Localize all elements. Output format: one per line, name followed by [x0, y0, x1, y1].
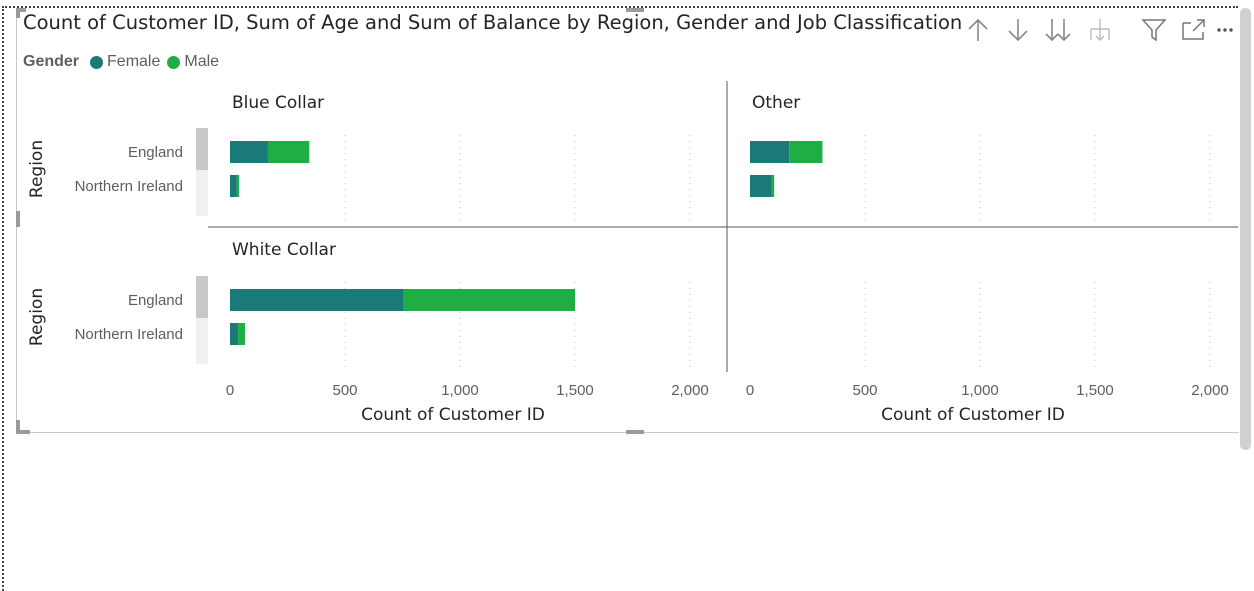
row-scrollbar-track: [196, 170, 208, 216]
bar-other-england-male: [789, 141, 823, 163]
panel-title-blue-collar: Blue Collar: [232, 93, 324, 113]
x-tick-label-500: 500: [852, 382, 877, 399]
x-axis-title: Count of Customer ID: [881, 405, 1065, 425]
y-tick-label-england: England: [128, 292, 183, 309]
chart-title: Count of Customer ID, Sum of Age and Sum…: [23, 11, 961, 34]
bar-white-collar-northern-ireland-male: [238, 323, 245, 345]
bar-white-collar-england-female: [230, 289, 404, 311]
legend-marker-male: [167, 55, 181, 69]
y-axis-title: Region: [27, 140, 47, 198]
outer-frame-top-border: [2, 6, 1238, 8]
bar-other-northern-ireland-male: [771, 175, 775, 197]
resize-handle-bottom-left[interactable]: [16, 430, 30, 434]
x-axis-title: Count of Customer ID: [361, 405, 545, 425]
legend: Gender Female Male: [23, 51, 226, 73]
row-scrollbar-track: [196, 318, 208, 364]
bar-other-northern-ireland-female: [750, 175, 772, 197]
bar-blue-collar-northern-ireland-female: [230, 175, 237, 197]
bar-other-england-female: [750, 141, 790, 163]
y-tick-label-england: England: [128, 144, 183, 161]
x-tick-label-1500: 1,500: [556, 382, 594, 399]
resize-handle-top-left[interactable]: [16, 8, 26, 12]
x-tick-label-1500: 1,500: [1076, 382, 1114, 399]
panel-title-white-collar: White Collar: [232, 240, 336, 260]
filter-icon[interactable]: [1138, 14, 1170, 46]
resize-handle-top-center[interactable]: [626, 8, 644, 12]
y-tick-label-northern-ireland: Northern Ireland: [75, 326, 183, 343]
bar-blue-collar-england-female: [230, 141, 268, 163]
y-tick-label-northern-ireland: Northern Ireland: [75, 178, 183, 195]
outer-frame-left-border: [2, 6, 4, 591]
resize-handle-bottom-left-vertical[interactable]: [16, 420, 20, 434]
legend-title: Gender: [23, 53, 80, 70]
x-tick-label-500: 500: [332, 382, 357, 399]
x-tick-label-2000: 2,000: [1191, 382, 1229, 399]
x-tick-label-1000: 1,000: [961, 382, 999, 399]
focus-mode-icon[interactable]: [1178, 14, 1210, 46]
legend-item-male[interactable]: Male: [167, 53, 219, 71]
bar-blue-collar-england-male: [267, 141, 310, 163]
y-axis-title: Region: [27, 288, 47, 346]
resize-handle-left-center[interactable]: [16, 211, 20, 227]
vertical-scrollbar[interactable]: [1240, 8, 1251, 450]
resize-handle-top-left-vertical[interactable]: [16, 8, 20, 18]
sort-ascending-icon[interactable]: [962, 14, 994, 46]
legend-label-female: Female: [107, 53, 161, 70]
legend-item-female[interactable]: Female: [90, 53, 160, 71]
x-tick-label-1000: 1,000: [441, 382, 479, 399]
row-scrollbar-thumb: [196, 276, 208, 318]
row-scrollbar-thumb: [196, 128, 208, 170]
sort-descending-icon[interactable]: [1002, 14, 1034, 46]
more-options-icon[interactable]: [1212, 14, 1238, 46]
resize-handle-bottom-center[interactable]: [626, 430, 644, 434]
bar-white-collar-england-male: [403, 289, 575, 311]
x-tick-label-0: 0: [746, 382, 754, 399]
panel-title-other: Other: [752, 93, 800, 113]
x-tick-label-0: 0: [226, 382, 234, 399]
expand-all-down-icon[interactable]: [1042, 14, 1074, 46]
bar-white-collar-northern-ireland-female: [230, 323, 239, 345]
legend-label-male: Male: [184, 53, 220, 70]
x-tick-label-2000: 2,000: [671, 382, 709, 399]
legend-marker-female: [90, 55, 104, 69]
bar-blue-collar-northern-ireland-male: [236, 175, 240, 197]
drill-down-icon[interactable]: [1084, 14, 1116, 46]
